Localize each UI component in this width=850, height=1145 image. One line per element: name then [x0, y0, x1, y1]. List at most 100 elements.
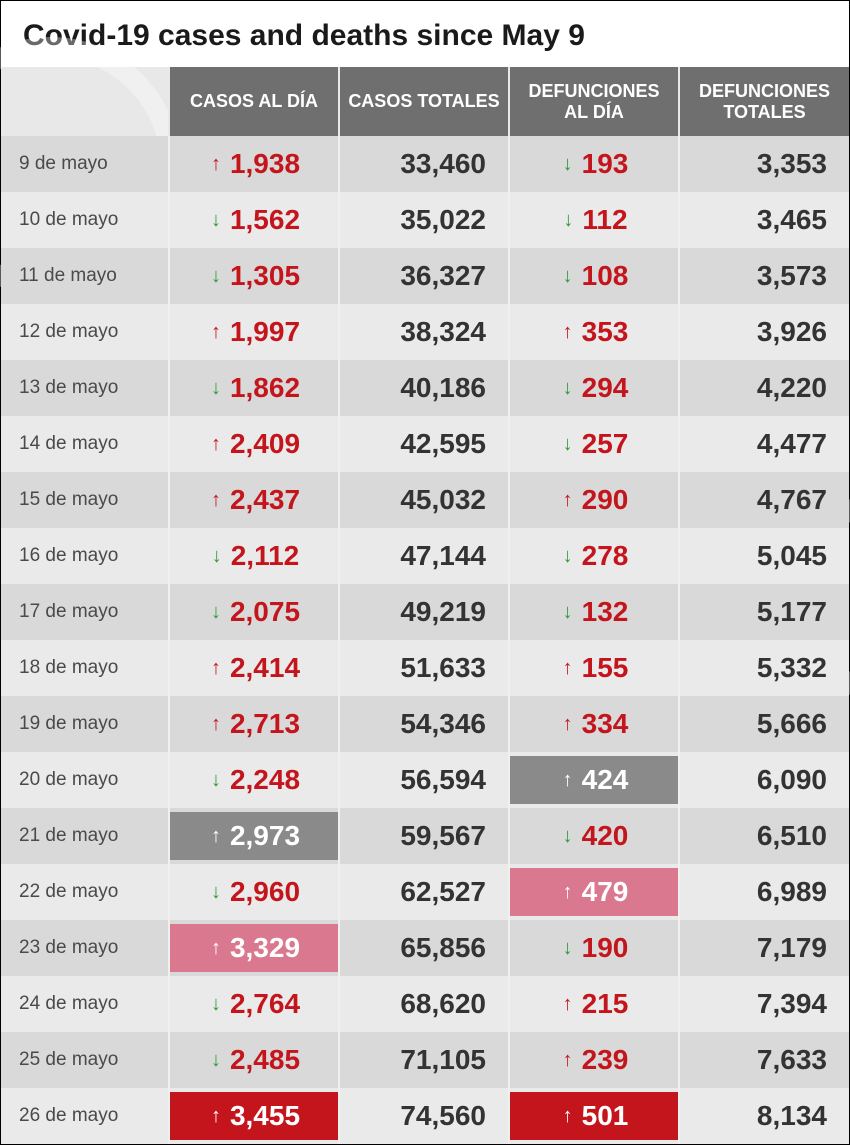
deaths-total-cell: 6,989	[679, 864, 849, 920]
cases-total-cell: 36,327	[339, 248, 509, 304]
deaths-day-cell-value: 353	[582, 316, 629, 348]
arrow-down-icon: ↓	[560, 377, 576, 400]
page-title: Covid-19 cases and deaths since May 9	[1, 1, 849, 67]
cases-day-cell-inner: ↑2,409	[170, 420, 338, 468]
cases-total-cell: 38,324	[339, 304, 509, 360]
deaths-day-cell-inner: ↓278	[510, 532, 678, 580]
deaths-day-cell-inner: ↑290	[510, 476, 678, 524]
col-deaths-day: DEFUNCIONES AL DÍA	[509, 67, 679, 136]
table-row: 13 de mayo↓1,86240,186↓2944,220	[1, 360, 849, 416]
deaths-day-cell: ↓108	[509, 248, 679, 304]
arrow-up-icon: ↑	[560, 657, 576, 680]
deaths-day-cell: ↓190	[509, 920, 679, 976]
cases-day-cell: ↓2,075	[169, 584, 339, 640]
table-row: 22 de mayo↓2,96062,527↑4796,989	[1, 864, 849, 920]
deaths-day-cell: ↑ 353	[509, 304, 679, 360]
cases-day-cell-inner: ↑ 3,455	[170, 1092, 338, 1140]
cases-day-cell-inner: ↑2,713	[170, 700, 338, 748]
cases-day-cell-value: 1,305	[230, 260, 300, 292]
deaths-day-cell: ↓132	[509, 584, 679, 640]
arrow-down-icon: ↓	[208, 601, 224, 624]
date-cell: 16 de mayo	[1, 528, 169, 584]
arrow-down-icon: ↓	[208, 377, 224, 400]
date-cell: 22 de mayo	[1, 864, 169, 920]
date-cell: 19 de mayo	[1, 696, 169, 752]
deaths-day-cell-inner: ↓132	[510, 588, 678, 636]
date-cell: 14 de mayo	[1, 416, 169, 472]
table-row: 20 de mayo↓2,24856,594↑4246,090	[1, 752, 849, 808]
col-cases-total: CASOS TOTALES	[339, 67, 509, 136]
deaths-total-cell: 3,465	[679, 192, 849, 248]
table-wrapper: CASOS AL DÍA CASOS TOTALES DEFUNCIONES A…	[1, 67, 849, 1144]
table-row: 21 de mayo↑2,97359,567↓4206,510	[1, 808, 849, 864]
deaths-day-cell-inner: ↓112	[510, 196, 678, 244]
table-row: 18 de mayo↑2,41451,633↑1555,332	[1, 640, 849, 696]
date-cell: 20 de mayo	[1, 752, 169, 808]
cases-total-cell: 65,856	[339, 920, 509, 976]
date-cell: 9 de mayo	[1, 136, 169, 192]
cases-day-cell: ↓2,960	[169, 864, 339, 920]
cases-day-cell: ↑ 1,997	[169, 304, 339, 360]
cases-total-cell: 45,032	[339, 472, 509, 528]
arrow-down-icon: ↓	[560, 545, 576, 568]
table-row: 14 de mayo↑2,40942,595↓2574,477	[1, 416, 849, 472]
deaths-day-cell-value: 424	[582, 764, 629, 796]
deaths-day-cell-value: 479	[582, 876, 629, 908]
cases-day-cell-value: 3,329	[230, 932, 300, 964]
deaths-day-cell-inner: ↓108	[510, 252, 678, 300]
arrow-down-icon: ↓	[208, 881, 224, 904]
cases-day-cell: ↓1,305	[169, 248, 339, 304]
table-row: 24 de mayo↓2,76468,620↑2157,394	[1, 976, 849, 1032]
cases-day-cell: ↓1,562	[169, 192, 339, 248]
deaths-day-cell: ↑424	[509, 752, 679, 808]
cases-day-cell-value: 2,414	[230, 652, 300, 684]
deaths-day-cell: ↓112	[509, 192, 679, 248]
arrow-up-icon: ↑	[560, 321, 576, 344]
deaths-day-cell-value: 155	[582, 652, 629, 684]
cases-day-cell-value: 2,973	[230, 820, 300, 852]
cases-total-cell: 40,186	[339, 360, 509, 416]
deaths-day-cell-inner: ↓190	[510, 924, 678, 972]
arrow-up-icon: ↑	[208, 153, 224, 176]
cases-day-cell: ↑ 2,414	[169, 640, 339, 696]
deaths-day-cell: ↑334	[509, 696, 679, 752]
table-row: 19 de mayo↑2,71354,346↑3345,666	[1, 696, 849, 752]
deaths-total-cell: 5,332	[679, 640, 849, 696]
cases-day-cell-inner: ↑2,973	[170, 812, 338, 860]
deaths-total-cell: 3,573	[679, 248, 849, 304]
cases-day-cell-value: 1,862	[230, 372, 300, 404]
cases-day-cell-inner: ↑2,437	[170, 476, 338, 524]
cases-day-cell-inner: ↑ 2,414	[170, 644, 338, 692]
cases-day-cell-value: 1,997	[230, 316, 300, 348]
arrow-down-icon: ↓	[560, 937, 576, 960]
cases-day-cell-inner: ↓1,562	[170, 196, 338, 244]
cases-day-cell-value: 2,713	[230, 708, 300, 740]
deaths-day-cell-inner: ↑215	[510, 980, 678, 1028]
deaths-day-cell: ↑479	[509, 864, 679, 920]
deaths-day-cell-value: 132	[582, 596, 629, 628]
cases-day-cell-inner: ↓2,960	[170, 868, 338, 916]
deaths-total-cell: 6,510	[679, 808, 849, 864]
arrow-up-icon: ↑	[208, 433, 224, 456]
cases-total-cell: 68,620	[339, 976, 509, 1032]
cases-day-cell: ↓2,764	[169, 976, 339, 1032]
date-cell: 18 de mayo	[1, 640, 169, 696]
cases-day-cell: ↑1,938	[169, 136, 339, 192]
arrow-up-icon: ↑	[208, 1105, 224, 1128]
arrow-up-icon: ↑	[208, 321, 224, 344]
cases-total-cell: 71,105	[339, 1032, 509, 1088]
arrow-up-icon: ↑	[560, 713, 576, 736]
arrow-up-icon: ↑	[560, 1105, 576, 1128]
deaths-day-cell-inner: ↑ 155	[510, 644, 678, 692]
deaths-day-cell-value: 112	[582, 204, 627, 236]
covid-data-table: CASOS AL DÍA CASOS TOTALES DEFUNCIONES A…	[1, 67, 849, 1144]
cases-day-cell-value: 3,455	[230, 1100, 300, 1132]
cases-day-cell-inner: ↓2,764	[170, 980, 338, 1028]
deaths-total-cell: 3,353	[679, 136, 849, 192]
cases-day-cell-inner: ↑ 1,997	[170, 308, 338, 356]
table-row: 11 de mayo↓1,30536,327↓1083,573	[1, 248, 849, 304]
cases-day-cell: ↑2,409	[169, 416, 339, 472]
cases-total-cell: 35,022	[339, 192, 509, 248]
deaths-day-cell-inner: ↑239	[510, 1036, 678, 1084]
arrow-up-icon: ↑	[208, 657, 224, 680]
